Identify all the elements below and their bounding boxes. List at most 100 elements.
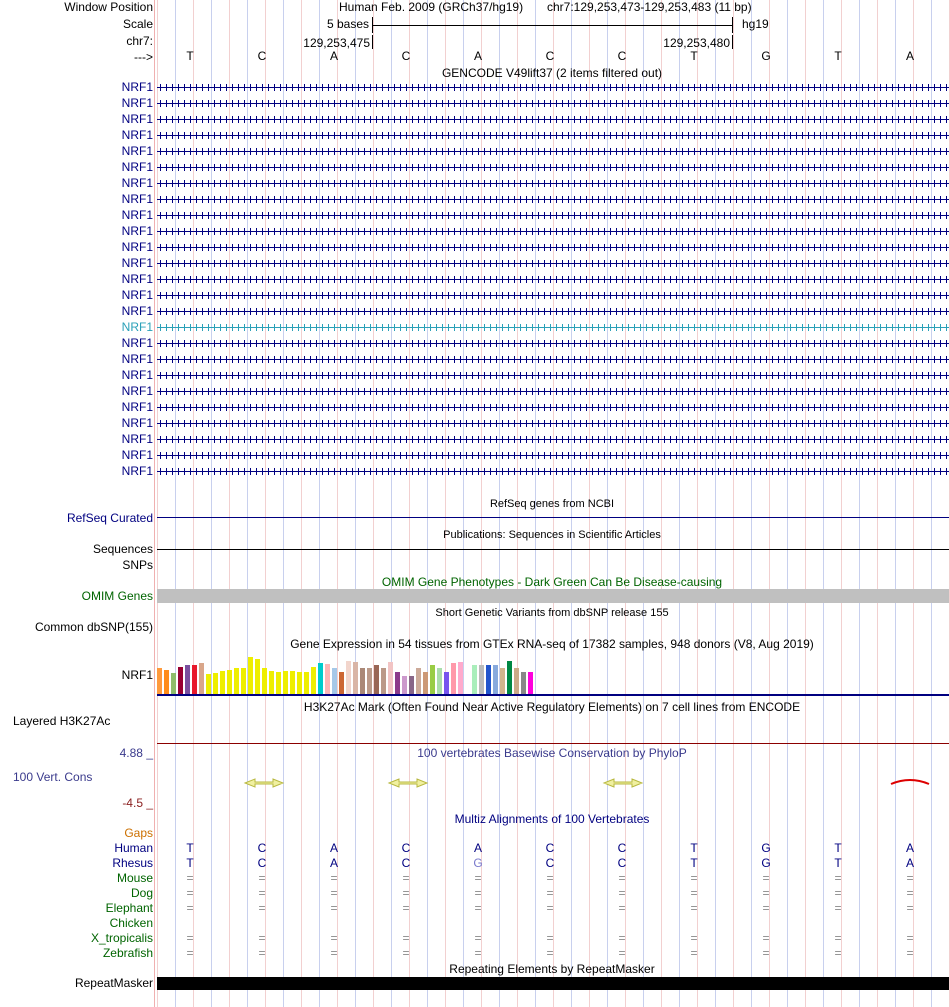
- species-label[interactable]: Mouse: [116, 871, 153, 885]
- gtex-tissue-bar[interactable]: [423, 672, 428, 694]
- gtex-tissue-bar[interactable]: [507, 661, 512, 694]
- refseq-line[interactable]: [157, 517, 949, 518]
- gtex-tissue-bar[interactable]: [381, 668, 386, 694]
- gene-label-nrf1[interactable]: NRF1: [121, 336, 153, 350]
- species-label[interactable]: Rhesus: [112, 856, 153, 870]
- repeatmasker-track-label[interactable]: RepeatMasker: [74, 976, 153, 990]
- gtex-tissue-bar[interactable]: [346, 661, 351, 694]
- gtex-tissue-bar[interactable]: [157, 668, 162, 694]
- gene-label-nrf1[interactable]: NRF1: [121, 224, 153, 238]
- gene-label-nrf1[interactable]: NRF1: [121, 352, 153, 366]
- gtex-tissue-bar[interactable]: [374, 665, 379, 694]
- gtex-tissue-bar[interactable]: [388, 662, 393, 694]
- h3k27ac-line[interactable]: [157, 743, 949, 744]
- species-label[interactable]: X_tropicalis: [90, 931, 153, 945]
- gene-label-nrf1[interactable]: NRF1: [121, 304, 153, 318]
- snps-track-label[interactable]: SNPs: [122, 558, 153, 572]
- gene-transcript-line[interactable]: [157, 244, 949, 251]
- gtex-tissue-bar[interactable]: [192, 665, 197, 694]
- gene-label-nrf1[interactable]: NRF1: [121, 192, 153, 206]
- gtex-tissue-bar[interactable]: [486, 665, 491, 694]
- gene-label-nrf1[interactable]: NRF1: [121, 272, 153, 286]
- gtex-tissue-bar[interactable]: [213, 673, 218, 694]
- species-label[interactable]: Elephant: [105, 901, 153, 915]
- gene-label-nrf1[interactable]: NRF1: [121, 320, 153, 334]
- species-label[interactable]: Zebrafish: [102, 946, 153, 960]
- gtex-tissue-bar[interactable]: [444, 672, 449, 694]
- gene-label-nrf1[interactable]: NRF1: [121, 112, 153, 126]
- refseq-track-label[interactable]: RefSeq Curated: [66, 511, 153, 525]
- gtex-tissue-bar[interactable]: [318, 663, 323, 694]
- gtex-tissue-bar[interactable]: [451, 663, 456, 694]
- gene-transcript-line[interactable]: [157, 228, 949, 235]
- gtex-tissue-bar[interactable]: [465, 676, 470, 694]
- gene-transcript-line[interactable]: [157, 308, 949, 315]
- gene-transcript-line[interactable]: [157, 276, 949, 283]
- gtex-tissue-bar[interactable]: [458, 662, 463, 694]
- gtex-tissue-bar[interactable]: [227, 670, 232, 694]
- gtex-tissue-bar[interactable]: [185, 665, 190, 694]
- gene-transcript-line[interactable]: [157, 84, 949, 91]
- gtex-track-label[interactable]: NRF1: [121, 668, 153, 682]
- gene-transcript-line[interactable]: [157, 404, 949, 411]
- species-label[interactable]: Dog: [130, 886, 153, 900]
- gene-transcript-line[interactable]: [157, 196, 949, 203]
- publications-line[interactable]: [157, 549, 949, 550]
- gene-transcript-line[interactable]: [157, 116, 949, 123]
- gene-label-nrf1[interactable]: NRF1: [121, 128, 153, 142]
- gtex-tissue-bar[interactable]: [164, 670, 169, 694]
- gtex-tissue-bar[interactable]: [339, 672, 344, 694]
- repeatmasker-bar[interactable]: [157, 977, 949, 990]
- gtex-tissue-bar[interactable]: [283, 671, 288, 694]
- gtex-tissue-bar[interactable]: [479, 665, 484, 694]
- gtex-tissue-bar[interactable]: [395, 672, 400, 694]
- gtex-tissue-bar[interactable]: [367, 668, 372, 694]
- gene-transcript-line[interactable]: [157, 452, 949, 459]
- sequences-track-label[interactable]: Sequences: [92, 542, 153, 556]
- gene-transcript-line[interactable]: [157, 436, 949, 443]
- gtex-tissue-bar[interactable]: [493, 665, 498, 694]
- gene-label-nrf1[interactable]: NRF1: [121, 368, 153, 382]
- gene-label-nrf1[interactable]: NRF1: [121, 144, 153, 158]
- gtex-tissue-bar[interactable]: [360, 668, 365, 694]
- gene-transcript-line[interactable]: [157, 420, 949, 427]
- gtex-bar-chart[interactable]: [157, 650, 557, 694]
- gtex-tissue-bar[interactable]: [199, 663, 204, 694]
- gtex-tissue-bar[interactable]: [409, 676, 414, 694]
- species-label[interactable]: Human: [114, 841, 153, 855]
- gene-label-nrf1[interactable]: NRF1: [121, 448, 153, 462]
- h3k27ac-track-label[interactable]: Layered H3K27Ac: [13, 714, 111, 728]
- gene-transcript-line[interactable]: [157, 132, 949, 139]
- omim-bar[interactable]: [157, 589, 949, 603]
- gene-label-nrf1[interactable]: NRF1: [121, 432, 153, 446]
- gtex-tissue-bar[interactable]: [262, 668, 267, 694]
- gene-transcript-line[interactable]: [157, 324, 949, 331]
- gene-label-nrf1[interactable]: NRF1: [121, 464, 153, 478]
- gtex-tissue-bar[interactable]: [437, 668, 442, 694]
- gtex-tissue-bar[interactable]: [500, 668, 505, 694]
- gene-label-nrf1[interactable]: NRF1: [121, 400, 153, 414]
- gtex-tissue-bar[interactable]: [206, 674, 211, 694]
- gtex-tissue-bar[interactable]: [297, 672, 302, 694]
- gene-transcript-line[interactable]: [157, 164, 949, 171]
- species-label[interactable]: Chicken: [109, 916, 153, 930]
- gene-transcript-line[interactable]: [157, 356, 949, 363]
- gtex-tissue-bar[interactable]: [332, 668, 337, 694]
- gtex-tissue-bar[interactable]: [276, 672, 281, 694]
- gene-label-nrf1[interactable]: NRF1: [121, 288, 153, 302]
- gtex-tissue-bar[interactable]: [353, 662, 358, 694]
- gtex-tissue-bar[interactable]: [416, 668, 421, 694]
- gene-label-nrf1[interactable]: NRF1: [121, 240, 153, 254]
- gene-transcript-line[interactable]: [157, 180, 949, 187]
- gene-transcript-line[interactable]: [157, 260, 949, 267]
- gene-label-nrf1[interactable]: NRF1: [121, 416, 153, 430]
- dbsnp-track-label[interactable]: Common dbSNP(155): [34, 620, 153, 634]
- gtex-tissue-bar[interactable]: [514, 668, 519, 694]
- gene-label-nrf1[interactable]: NRF1: [121, 176, 153, 190]
- gtex-tissue-bar[interactable]: [472, 665, 477, 694]
- gtex-tissue-bar[interactable]: [178, 667, 183, 694]
- gtex-tissue-bar[interactable]: [521, 672, 526, 694]
- gene-transcript-line[interactable]: [157, 468, 949, 475]
- gtex-tissue-bar[interactable]: [430, 665, 435, 694]
- phylop-track-label[interactable]: 100 Vert. Cons: [13, 770, 93, 784]
